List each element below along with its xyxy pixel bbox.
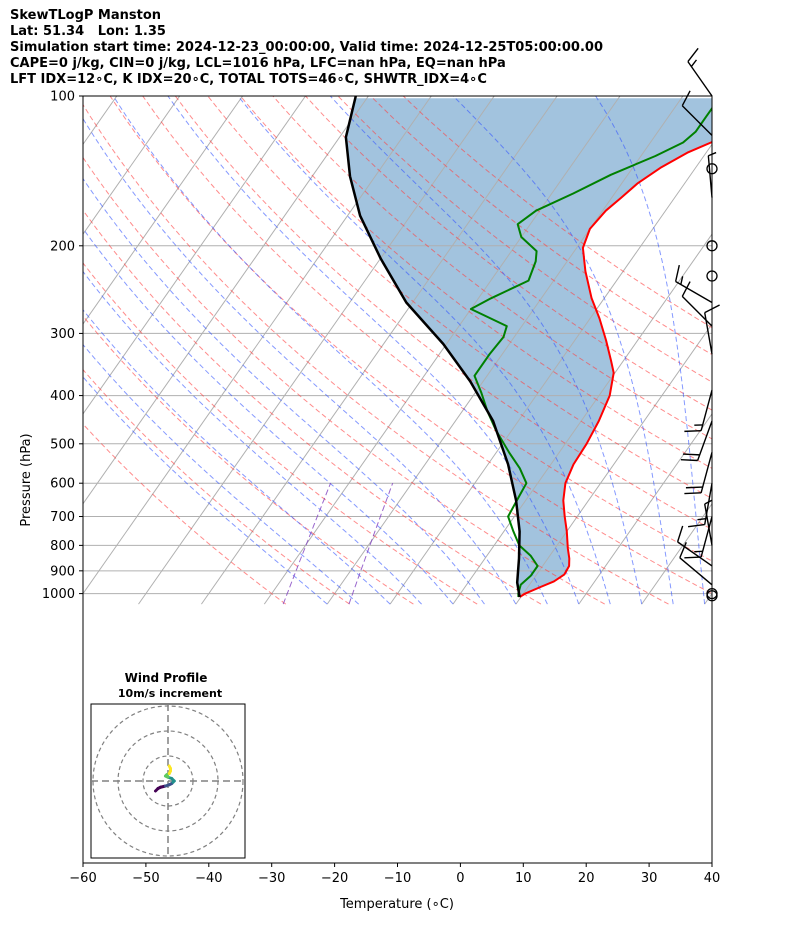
moist-adiabat-line bbox=[112, 96, 548, 605]
x-tick-label: −40 bbox=[195, 871, 222, 886]
isotherm-line bbox=[578, 413, 712, 605]
cape-cin-area bbox=[345, 98, 712, 597]
chart-header: SkewTLogP Manston Lat: 51.34 Lon: 1.35 S… bbox=[10, 8, 603, 88]
hodograph-subtitle: 10m/s increment bbox=[118, 687, 222, 700]
dry-adiabat-line bbox=[174, 96, 712, 530]
dry-adiabat-line bbox=[272, 96, 712, 440]
hodograph-segment bbox=[167, 764, 172, 770]
x-tick-label: −20 bbox=[321, 871, 348, 886]
moist-adiabat-line bbox=[237, 96, 611, 605]
axes-ticks: −60 −50 −40 −30 −20 −10 0 10 20 30 40 100 200 300 400 5… bbox=[42, 90, 720, 887]
dry-adiabat-line bbox=[83, 156, 605, 605]
x-tick-label: 20 bbox=[578, 871, 595, 886]
hodograph-inset: Wind Profile 10m/s increment bbox=[90, 671, 246, 859]
dry-adiabat-line bbox=[142, 96, 712, 562]
x-tick-label: 10 bbox=[515, 871, 532, 886]
dewpoint-line bbox=[469, 106, 712, 598]
dry-adiabat-line bbox=[83, 262, 478, 605]
dry-adiabat-line bbox=[83, 368, 350, 605]
hodograph-title: Wind Profile bbox=[125, 671, 208, 685]
isotherm-line bbox=[641, 502, 712, 605]
y-tick-label: 300 bbox=[50, 327, 75, 342]
stability-parameters: CAPE=0 j/kg, CIN=0 j/kg, LCL=1016 hPa, L… bbox=[10, 56, 506, 71]
dry-adiabat-line bbox=[83, 423, 287, 605]
moist-adiabat-line bbox=[595, 96, 706, 605]
parcel-line bbox=[344, 96, 521, 598]
x-tick-label: 30 bbox=[641, 871, 658, 886]
moist-adiabat-line bbox=[83, 270, 422, 605]
wind-barb bbox=[674, 264, 713, 304]
x-tick-label: −60 bbox=[69, 871, 96, 886]
isotherm-line bbox=[768, 96, 794, 604]
isotherm-line bbox=[138, 96, 495, 605]
x-tick-label: 40 bbox=[704, 871, 721, 886]
wind-barb bbox=[684, 452, 713, 495]
wind-barbs bbox=[674, 47, 720, 602]
y-tick-label: 800 bbox=[50, 539, 75, 554]
stability-indices: LFT IDX=12∘C, K IDX=20∘C, TOTAL TOTS=46∘… bbox=[10, 72, 487, 87]
isotherm-line bbox=[83, 96, 181, 236]
y-tick-label: 400 bbox=[50, 389, 75, 404]
isotherm-line bbox=[263, 96, 621, 605]
isotherm-line bbox=[326, 96, 684, 605]
wind-barb bbox=[687, 47, 713, 97]
simulation-times: Simulation start time: 2024-12-23_00:00:… bbox=[10, 40, 603, 55]
wind-barb bbox=[679, 542, 713, 586]
station-coordinates: Lat: 51.34 Lon: 1.35 bbox=[10, 24, 166, 39]
chart-title: SkewTLogP Manston bbox=[10, 8, 162, 23]
moist-adiabat-line bbox=[83, 177, 485, 605]
wind-barb bbox=[676, 525, 713, 567]
isotherm-line bbox=[704, 592, 712, 605]
isotherm-line bbox=[83, 96, 369, 505]
isotherm-line bbox=[83, 96, 306, 415]
isotherm-line bbox=[0, 96, 54, 604]
wind-barb bbox=[687, 483, 713, 528]
moist-adiabat-line bbox=[329, 96, 643, 605]
dry-adiabat-line bbox=[370, 96, 712, 356]
isotherm-line bbox=[83, 96, 118, 146]
isotherm-line bbox=[515, 323, 712, 605]
y-tick-label: 100 bbox=[50, 90, 75, 105]
dry-adiabat-line bbox=[109, 96, 712, 595]
dry-adiabat-line bbox=[83, 103, 669, 605]
isotherm-line bbox=[83, 96, 244, 325]
isotherm-line bbox=[83, 96, 432, 595]
moist-adiabat-line bbox=[83, 309, 391, 605]
y-tick-label: 500 bbox=[50, 437, 75, 452]
wind-barb bbox=[680, 420, 713, 462]
temperature-line bbox=[519, 140, 712, 598]
mixing-ratio-line bbox=[348, 483, 394, 605]
x-tick-label: 0 bbox=[456, 871, 464, 886]
moist-adiabat-line bbox=[83, 117, 517, 605]
dry-adiabat-line bbox=[83, 315, 414, 605]
profile-lines bbox=[344, 96, 712, 598]
y-tick-label: 600 bbox=[50, 477, 75, 492]
y-tick-label: 200 bbox=[50, 239, 75, 254]
moist-adiabat-line bbox=[167, 96, 580, 605]
wind-barb bbox=[681, 281, 713, 327]
moist-adiabat-line bbox=[83, 376, 328, 605]
wind-barb bbox=[704, 499, 713, 546]
dry-adiabat-line bbox=[402, 96, 712, 329]
dry-adiabat-line bbox=[305, 96, 712, 411]
dry-adiabat-line bbox=[207, 96, 712, 500]
y-tick-label: 1000 bbox=[42, 587, 75, 602]
moist-adiabat-line bbox=[83, 227, 454, 605]
mixing-ratio-line bbox=[282, 483, 332, 605]
dry-adiabat-line bbox=[83, 209, 542, 605]
x-tick-label: −30 bbox=[258, 871, 285, 886]
moist-adiabat-line bbox=[452, 96, 674, 605]
x-tick-label: −50 bbox=[132, 871, 159, 886]
cin-cape-fill bbox=[345, 98, 712, 597]
x-tick-label: −10 bbox=[384, 871, 411, 886]
wind-barb bbox=[681, 90, 713, 136]
y-tick-label: 700 bbox=[50, 510, 75, 525]
x-axis-label: Temperature (∘C) bbox=[339, 897, 454, 912]
hodograph-plot bbox=[91, 704, 245, 858]
y-tick-label: 900 bbox=[50, 564, 75, 579]
wind-barb bbox=[684, 389, 713, 433]
isotherm-line bbox=[452, 233, 712, 605]
y-axis-label: Pressure (hPa) bbox=[19, 433, 34, 526]
